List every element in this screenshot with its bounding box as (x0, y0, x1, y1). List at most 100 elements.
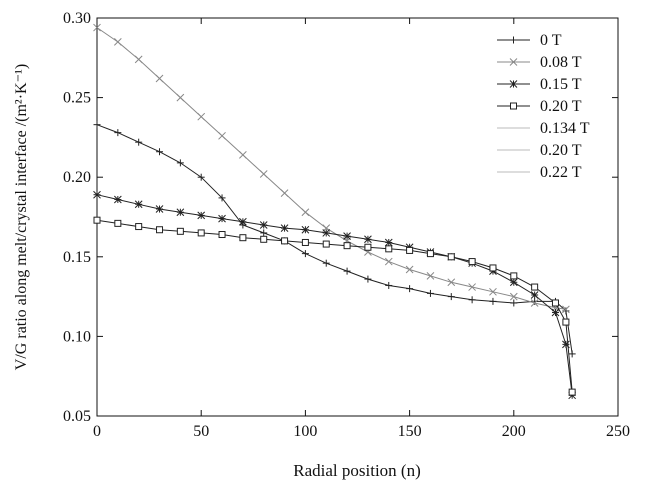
data-point (343, 242, 351, 250)
y-axis-label: V/G ratio along melt/crystal interface /… (13, 64, 30, 370)
data-point (405, 265, 414, 274)
data-point (568, 350, 576, 358)
data-point (135, 138, 143, 146)
data-point (509, 58, 518, 66)
data-point (530, 299, 539, 307)
series-line (96, 194, 573, 396)
data-point (114, 129, 122, 137)
data-point (385, 245, 393, 253)
data-point (562, 307, 570, 315)
data-point (280, 224, 289, 232)
data-point (259, 170, 268, 178)
data-point (197, 211, 206, 220)
data-point (406, 285, 414, 293)
data-point (93, 190, 101, 199)
data-point (510, 102, 517, 110)
y-tick-label: 0.10 (63, 328, 91, 345)
data-point (509, 80, 518, 88)
data-point (568, 388, 576, 396)
data-point (322, 240, 330, 248)
data-point (562, 305, 570, 314)
data-point (218, 131, 226, 140)
data-point (156, 148, 164, 156)
data-point (259, 221, 268, 229)
data-point (406, 246, 414, 254)
data-point (301, 225, 310, 234)
legend-label: 0.20 T (540, 142, 582, 159)
data-point (197, 112, 206, 121)
x-tick-label: 0 (93, 423, 101, 440)
y-tick-label: 0.25 (63, 90, 91, 107)
x-tick-label: 100 (293, 423, 317, 440)
data-point (93, 216, 101, 224)
series-2 (93, 190, 577, 400)
data-point (113, 195, 122, 204)
legend-item: 0.22 T (497, 164, 582, 181)
data-point (322, 229, 331, 237)
x-tick-label: 150 (398, 423, 422, 440)
legend-label: 0.134 T (540, 120, 590, 137)
data-point (447, 253, 455, 261)
series-line (96, 124, 573, 354)
data-point (551, 308, 560, 317)
x-tick-label: 250 (606, 423, 630, 440)
data-point (489, 287, 497, 296)
data-point (531, 297, 539, 305)
data-point (176, 159, 184, 167)
data-point (260, 235, 268, 243)
data-point (260, 229, 268, 237)
legend-label: 0.20 T (540, 98, 582, 115)
y-axis-ticks: 0.05 0.10 0.15 0.20 0.25 0.30 (63, 10, 618, 425)
x-axis-ticks: 0 50 100 150 200 250 (93, 18, 630, 440)
data-point (301, 238, 309, 246)
data-point (489, 264, 497, 272)
data-point (218, 231, 226, 239)
data-point (197, 229, 205, 237)
series-line (96, 219, 573, 393)
data-point (364, 275, 372, 283)
data-point (134, 55, 143, 64)
x-tick-label: 200 (502, 423, 526, 440)
data-point (384, 257, 393, 266)
legend: 0 T 0.08 T 0.15 T 0.20 T 0.134 T 0.20 T 0.22 T (497, 32, 590, 181)
legend-item: 0 T (497, 32, 562, 49)
data-point (468, 296, 476, 304)
data-point (426, 250, 434, 258)
y-tick-label: 0.05 (63, 408, 91, 425)
data-point (197, 173, 205, 181)
data-point (364, 243, 372, 251)
data-point (301, 250, 309, 258)
legend-label: 0.15 T (540, 76, 582, 93)
data-point (281, 237, 289, 245)
data-point (239, 151, 247, 159)
y-tick-label: 0.20 (63, 169, 91, 186)
data-point (426, 272, 435, 280)
legend-item: 0.20 T (497, 142, 582, 159)
data-point (134, 200, 143, 209)
legend-item: 0.15 T (497, 76, 582, 93)
data-point (489, 297, 497, 305)
legend-item: 0.20 T (497, 98, 582, 115)
data-point (468, 258, 476, 266)
data-point (447, 293, 455, 301)
data-point (343, 267, 351, 275)
data-point (468, 283, 476, 291)
legend-label: 0.08 T (540, 54, 582, 71)
legend-label: 0.22 T (540, 164, 582, 181)
data-point (551, 299, 559, 307)
series-layer (93, 23, 577, 400)
x-tick-label: 50 (193, 423, 209, 440)
data-point (509, 292, 518, 301)
data-point (156, 226, 164, 234)
data-point (385, 281, 393, 289)
data-point (343, 232, 351, 240)
data-point (530, 291, 539, 299)
data-point (510, 36, 517, 44)
data-point (176, 227, 184, 235)
data-point (447, 278, 456, 287)
data-point (155, 74, 164, 83)
series-0 (93, 121, 576, 358)
data-point (176, 208, 185, 217)
legend-item: 0.134 T (497, 120, 590, 137)
